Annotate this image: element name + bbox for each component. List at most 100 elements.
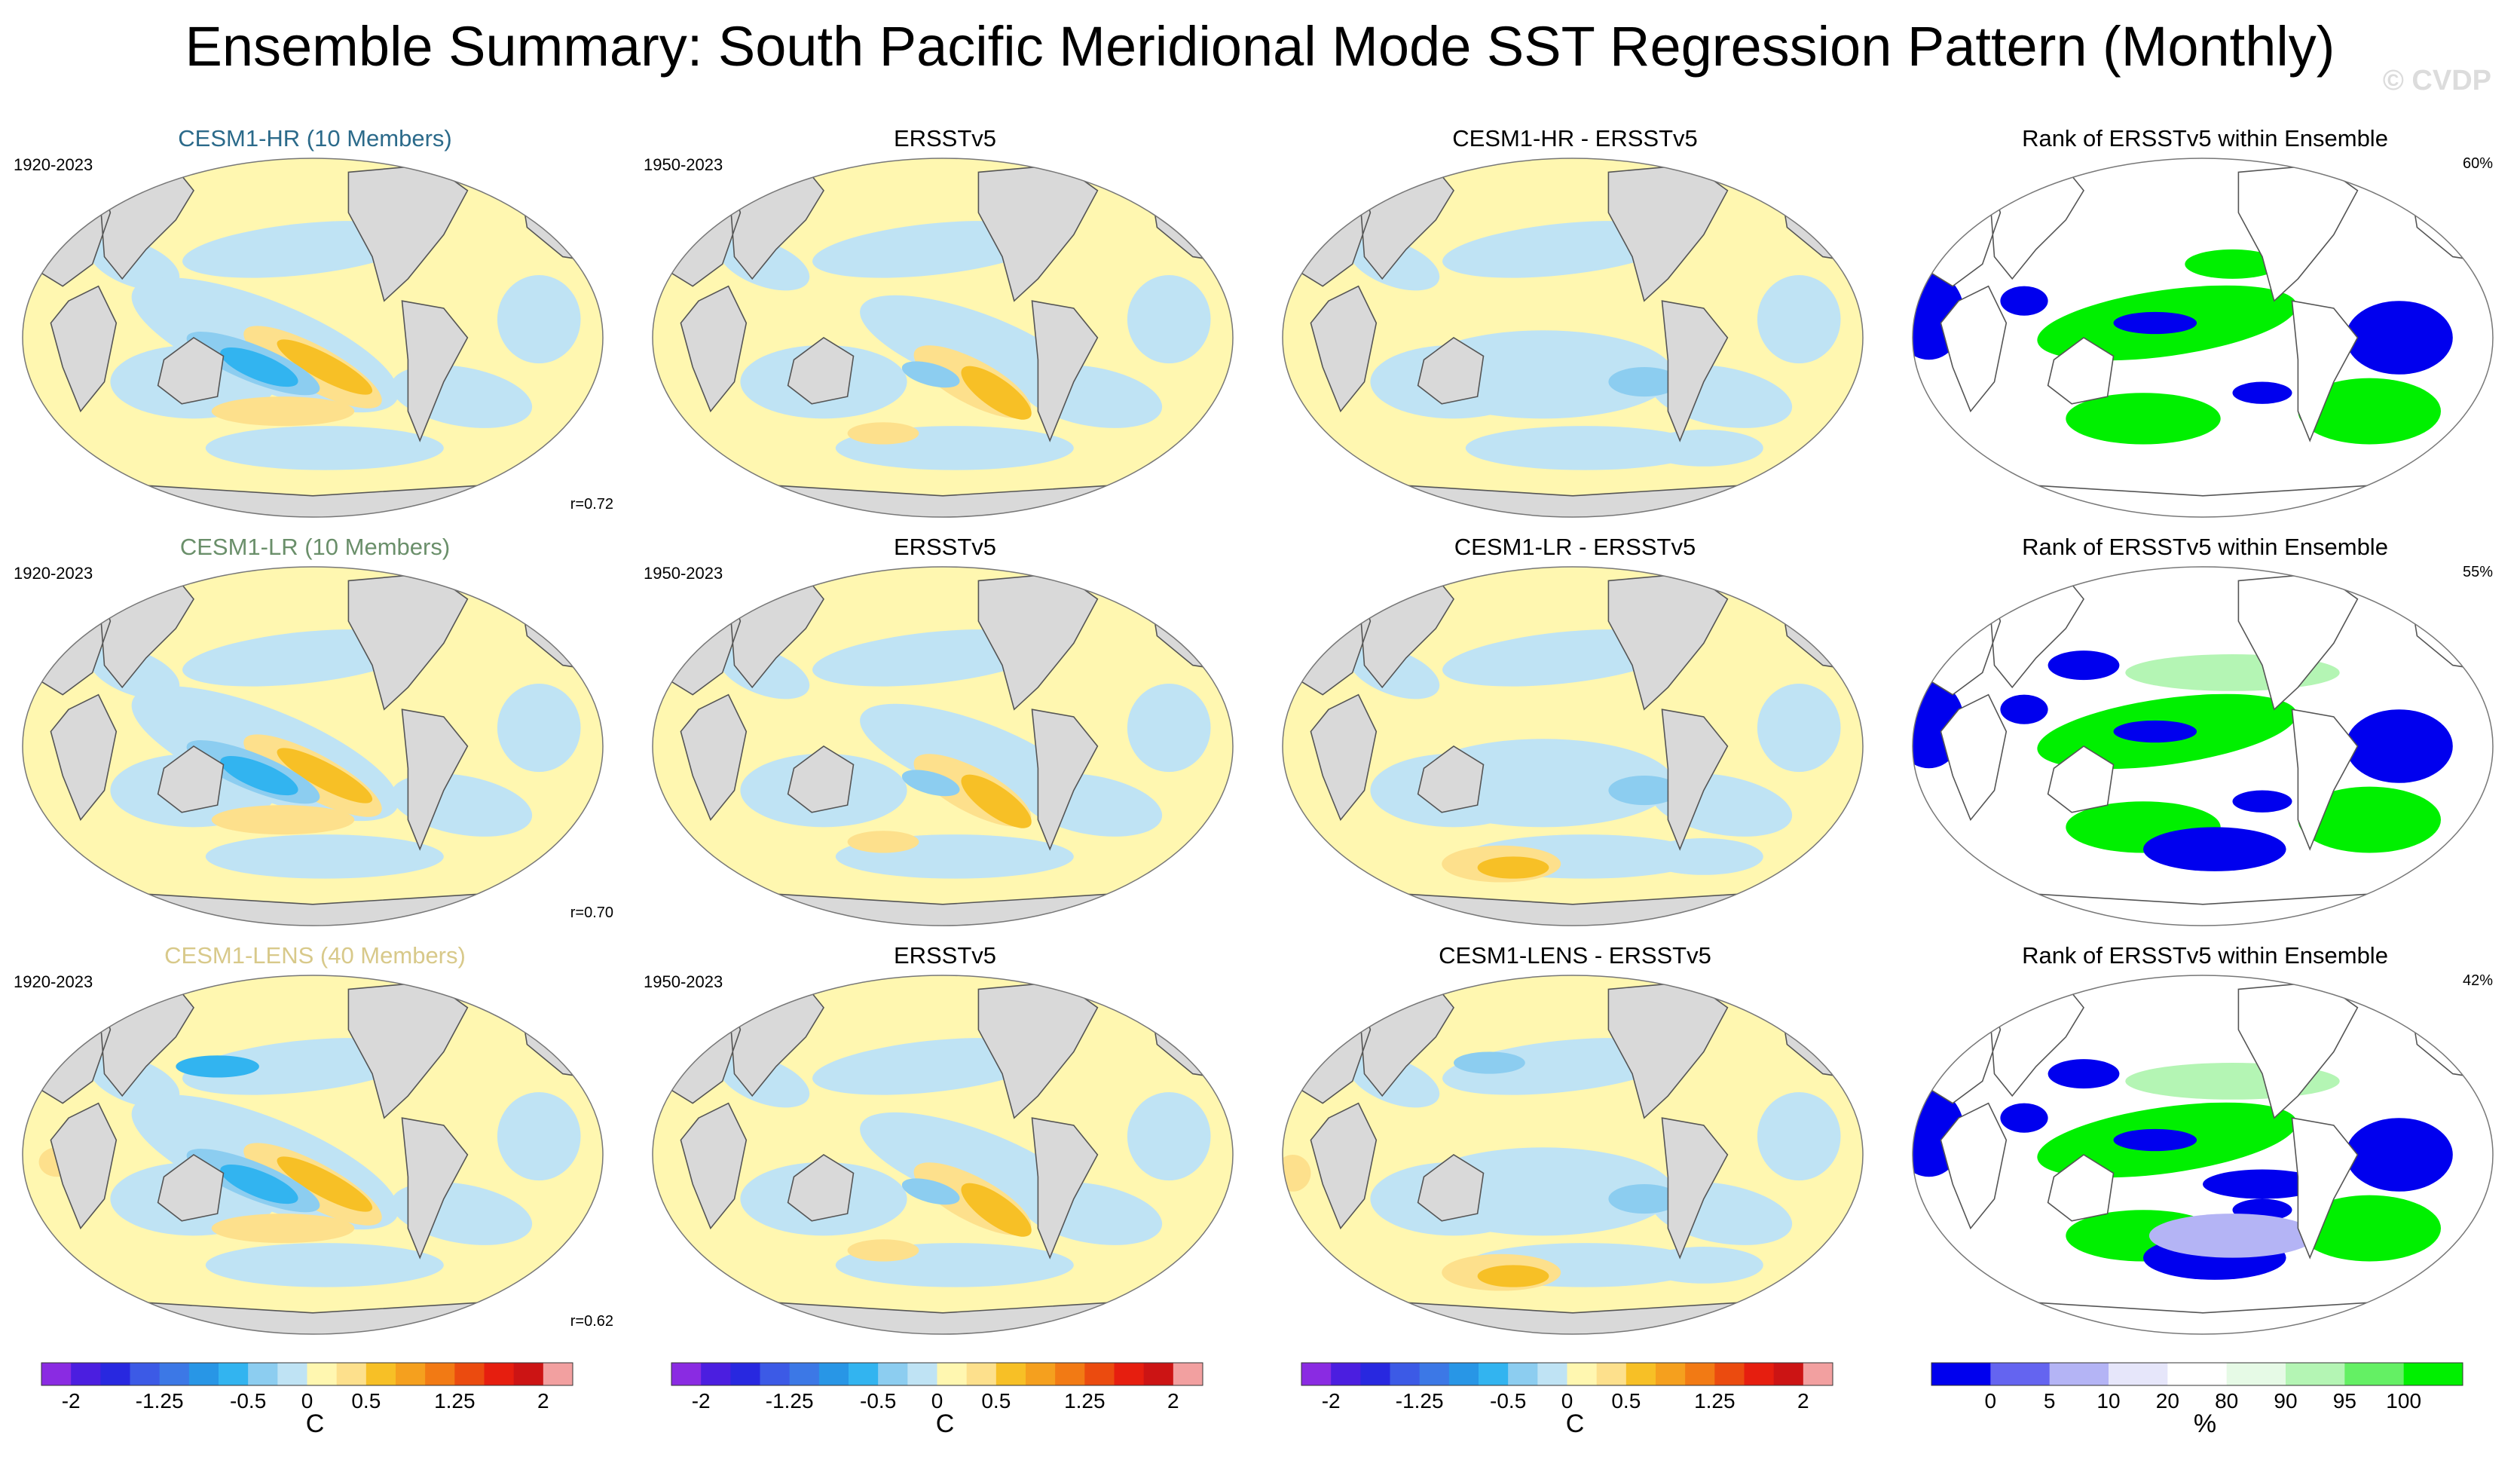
- colorbar-units: C: [1565, 1410, 1585, 1438]
- colorbar-tick-label: 0.5: [351, 1389, 381, 1410]
- colorbar-swatch: [671, 1363, 702, 1385]
- anomaly-contour: [1283, 1155, 1311, 1192]
- colorbar-swatch: [2109, 1363, 2168, 1385]
- colorbar-swatch: [907, 1363, 937, 1385]
- colorbar-sst-3: -2 -1.25 -0.5 0 0.5 1.25 2 C: [1260, 1357, 1890, 1455]
- map-border: [1282, 975, 1864, 1335]
- colorbar-swatch: [789, 1363, 820, 1385]
- map-border: [1912, 566, 2494, 926]
- colorbar-swatch: [1714, 1363, 1745, 1385]
- robinson-map: [22, 975, 604, 1335]
- colorbar-swatch: [1026, 1363, 1056, 1385]
- anomaly-contour: [205, 1243, 444, 1287]
- colorbar-swatch: [1173, 1363, 1203, 1385]
- anomaly-contour: [497, 1092, 581, 1181]
- anomaly-contour: [205, 426, 444, 470]
- colorbar-swatch: [159, 1363, 190, 1385]
- anomaly-contour: [176, 1055, 259, 1078]
- colorbar-tick-label: -1.25: [1396, 1389, 1444, 1410]
- panel-title: Rank of ERSSTv5 within Ensemble: [2022, 534, 2388, 560]
- panel-title: CESM1-HR (10 Members): [178, 125, 452, 152]
- anomaly-contour: [1757, 684, 1841, 773]
- colorbar-tick-label: 0: [1985, 1389, 1997, 1410]
- colorbar-swatch: [484, 1363, 515, 1385]
- panel-obs-3: ERSSTv5 1950-2023: [630, 938, 1260, 1349]
- anomaly-contour: [1644, 838, 1763, 875]
- panel-diff-3: CESM1-LENS - ERSSTv5: [1260, 938, 1890, 1349]
- anomaly-contour: [1477, 856, 1549, 879]
- panel-title: ERSSTv5: [893, 125, 997, 152]
- anomaly-contour: [1644, 1247, 1763, 1284]
- anomaly-contour: [2345, 1118, 2453, 1192]
- anomaly-contour: [220, 755, 298, 796]
- anomaly-contour: [2232, 381, 2292, 404]
- anomaly-contour: [2000, 1103, 2048, 1133]
- colorbar-tick-label: 1.25: [434, 1389, 476, 1410]
- colorbar-swatch: [1656, 1363, 1686, 1385]
- colorbar-swatch: [1990, 1363, 2051, 1385]
- colorbar-swatch: [100, 1363, 130, 1385]
- colorbar-swatch: [543, 1363, 573, 1385]
- anomaly-contour: [1127, 1092, 1211, 1181]
- anomaly-contour: [1608, 1184, 1681, 1214]
- period-label: 1920-2023: [14, 972, 93, 991]
- anomaly-contour: [211, 396, 355, 427]
- anomaly-contour: [2232, 790, 2292, 813]
- colorbar-swatch: [1479, 1363, 1509, 1385]
- colorbar-tick-label: 10: [2096, 1389, 2120, 1410]
- map-border: [1912, 975, 2494, 1335]
- colorbar-swatch: [1448, 1363, 1479, 1385]
- anomaly-contour: [205, 834, 444, 879]
- robinson-map: [1282, 158, 1864, 518]
- panel-diff-2: CESM1-LR - ERSSTv5: [1260, 529, 1890, 941]
- robinson-map: [1912, 566, 2494, 926]
- anomaly-contour: [2000, 694, 2048, 724]
- panel-model-2: CESM1-LR (10 Members) 1920-2023 r=0.70: [0, 529, 630, 941]
- colorbar-tick-label: 20: [2156, 1389, 2179, 1410]
- figure-title: Ensemble Summary: South Pacific Meridion…: [185, 15, 2335, 78]
- colorbar-swatch: [2344, 1363, 2405, 1385]
- colorbar-units: C: [935, 1410, 955, 1438]
- colorbar-swatch: [130, 1363, 161, 1385]
- robinson-map: [22, 566, 604, 926]
- cvdp-watermark: © CVDP: [2382, 65, 2491, 96]
- anomaly-contour: [2298, 786, 2441, 853]
- colorbar-swatch: [425, 1363, 455, 1385]
- anomaly-contour: [1127, 684, 1211, 773]
- rank-percent: 55%: [2462, 564, 2493, 580]
- anomaly-contour: [2185, 249, 2280, 279]
- robinson-map: [1912, 158, 2494, 518]
- colorbar-swatch: [1537, 1363, 1567, 1385]
- anomaly-contour: [901, 770, 960, 797]
- anomaly-contour: [847, 422, 919, 445]
- colorbar-tick-label: -1.25: [136, 1389, 184, 1410]
- panel-diff-1: CESM1-HR - ERSSTv5: [1260, 121, 1890, 532]
- colorbar-tick-label: -2: [62, 1389, 81, 1410]
- pattern-correlation: r=0.70: [570, 905, 613, 921]
- anomaly-contour: [961, 774, 1032, 828]
- panel-model-1: CESM1-HR (10 Members) 1920-2023 r=0.72: [0, 121, 630, 532]
- colorbar-swatch: [41, 1363, 72, 1385]
- colorbar-tick-label: 1.25: [1694, 1389, 1736, 1410]
- colorbar-swatch: [2286, 1363, 2345, 1385]
- anomaly-contour: [497, 684, 581, 773]
- anomaly-contour: [2298, 378, 2441, 445]
- colorbar-swatch: [1360, 1363, 1390, 1385]
- anomaly-contour: [847, 831, 919, 853]
- anomaly-contour: [220, 1164, 298, 1204]
- colorbar-swatch: [1301, 1363, 1332, 1385]
- anomaly-contour: [277, 1156, 373, 1212]
- panel-title: CESM1-LENS (40 Members): [164, 942, 466, 969]
- colorbar-swatch: [937, 1363, 968, 1385]
- period-label: 1950-2023: [644, 155, 723, 174]
- anomaly-contour: [497, 275, 581, 364]
- anomaly-contour: [277, 339, 373, 395]
- colorbar-swatch: [1143, 1363, 1174, 1385]
- panel-obs-2: ERSSTv5 1950-2023: [630, 529, 1260, 941]
- map-field: [23, 975, 603, 1334]
- colorbar-swatch: [1931, 1363, 1991, 1385]
- panel-rank-2: Rank of ERSSTv5 within Ensemble 55%: [1890, 529, 2520, 941]
- colorbar-swatch: [307, 1363, 338, 1385]
- pattern-correlation: r=0.72: [570, 496, 613, 513]
- map-field: [653, 158, 1233, 517]
